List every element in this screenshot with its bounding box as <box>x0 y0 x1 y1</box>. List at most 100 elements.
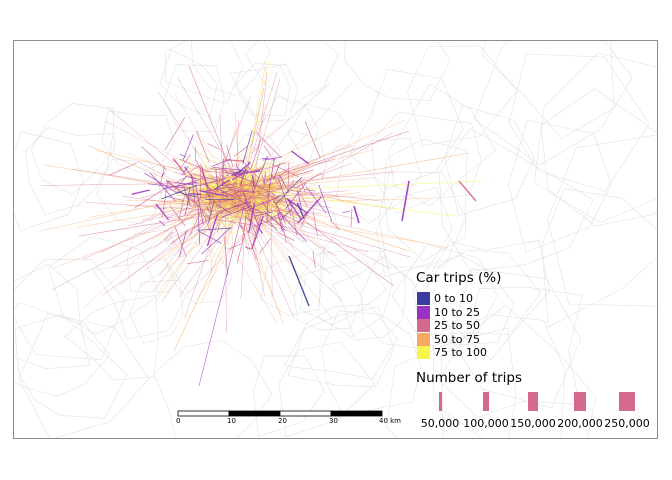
map-frame: Car trips (%) 0 to 10 10 to 25 25 to 50 50 … <box>13 40 658 439</box>
zone-boundary <box>95 158 162 226</box>
zone-boundary <box>14 131 84 232</box>
desire-line <box>108 162 137 176</box>
scale-bar-tick-label: 0 <box>176 417 181 425</box>
desire-line <box>194 199 230 207</box>
zone-boundary <box>14 258 126 361</box>
zone-boundary <box>288 103 355 164</box>
zone-boundary <box>432 314 565 438</box>
desire-line <box>127 197 227 227</box>
desire-line <box>220 195 377 202</box>
desire-line <box>176 191 199 198</box>
desire-line <box>229 194 343 301</box>
zone-boundary <box>25 127 114 215</box>
desire-line <box>267 185 299 222</box>
desire-line <box>267 173 278 231</box>
desire-line <box>312 211 319 237</box>
desire-line <box>250 138 262 170</box>
legend-swatch <box>417 346 430 359</box>
desire-line <box>192 173 222 182</box>
desire-line <box>216 201 252 213</box>
legend-class-5: 75 to 100 <box>417 346 487 359</box>
legend-label: 10 to 25 <box>434 305 481 319</box>
desire-line <box>208 199 212 215</box>
desire-line <box>256 132 282 159</box>
desire-line <box>228 162 269 191</box>
desire-line <box>254 184 276 196</box>
zone-boundary <box>101 110 175 173</box>
desire-line <box>72 168 266 200</box>
desire-line <box>221 187 237 194</box>
zone-boundary <box>317 250 393 338</box>
zone-boundary <box>412 254 514 346</box>
desire-line <box>251 215 264 250</box>
desire-line <box>267 174 281 181</box>
desire-line <box>147 183 186 189</box>
desire-line <box>353 205 360 224</box>
zone-boundary <box>534 52 657 223</box>
trips-width-item: 50,000 <box>410 392 470 430</box>
desire-line <box>159 190 238 291</box>
desire-line <box>203 170 242 175</box>
desire-line <box>170 229 189 244</box>
legend-label: 0 to 10 <box>434 292 474 305</box>
desire-line <box>179 158 209 172</box>
desire-line <box>275 176 302 205</box>
desire-line <box>248 202 256 233</box>
desire-line <box>288 255 310 307</box>
desire-line <box>304 121 321 159</box>
desire-line <box>199 194 223 199</box>
desire-line <box>242 208 332 275</box>
desire-line <box>139 218 236 288</box>
desire-line <box>141 146 167 171</box>
desire-line <box>225 204 227 333</box>
desire-line <box>254 72 268 188</box>
desire-line <box>220 193 245 204</box>
desire-line <box>161 172 165 178</box>
desire-line <box>263 145 272 157</box>
zone-boundary <box>438 286 583 418</box>
zone-boundary <box>378 171 467 268</box>
zone-boundary <box>349 69 464 190</box>
desire-line <box>208 200 215 224</box>
desire-line <box>184 206 188 215</box>
trips-width-bar <box>528 392 538 411</box>
zone-boundary <box>288 306 395 388</box>
desire-line <box>188 221 259 293</box>
scale-bar-tick-label: 20 <box>278 417 287 425</box>
trips-width-bar <box>438 392 442 411</box>
trips-width-item: 100,000 <box>456 392 516 430</box>
desire-line <box>181 165 189 176</box>
zone-boundary <box>388 83 497 207</box>
desire-line <box>240 199 247 299</box>
zone-boundary <box>164 241 233 304</box>
desire-line <box>219 189 248 205</box>
zone-boundary <box>540 88 657 227</box>
desire-line <box>240 195 332 319</box>
desire-line <box>180 154 192 168</box>
desire-line <box>256 186 264 199</box>
desire-line <box>260 207 449 249</box>
scale-bar-tick-label: 40 km <box>379 417 402 425</box>
desire-line <box>199 167 202 198</box>
desire-line <box>217 222 221 233</box>
desire-line <box>296 202 305 219</box>
desire-line <box>144 172 179 194</box>
desire-line <box>236 211 426 244</box>
legend-class-2: 10 to 25 <box>417 305 481 319</box>
desire-line <box>233 195 250 255</box>
desire-line <box>264 211 287 232</box>
zone-boundary <box>234 62 291 117</box>
desire-line <box>158 220 166 226</box>
desire-line <box>195 160 211 192</box>
desire-line <box>244 222 257 260</box>
desire-line <box>231 170 245 174</box>
zone-boundary <box>440 304 597 438</box>
desire-line <box>207 143 220 150</box>
desire-line <box>197 205 201 245</box>
desire-line <box>318 184 333 222</box>
desire-line <box>458 180 477 202</box>
desire-line <box>38 189 227 232</box>
desire-line <box>236 233 246 263</box>
desire-line <box>203 186 230 193</box>
desire-line <box>264 172 266 184</box>
